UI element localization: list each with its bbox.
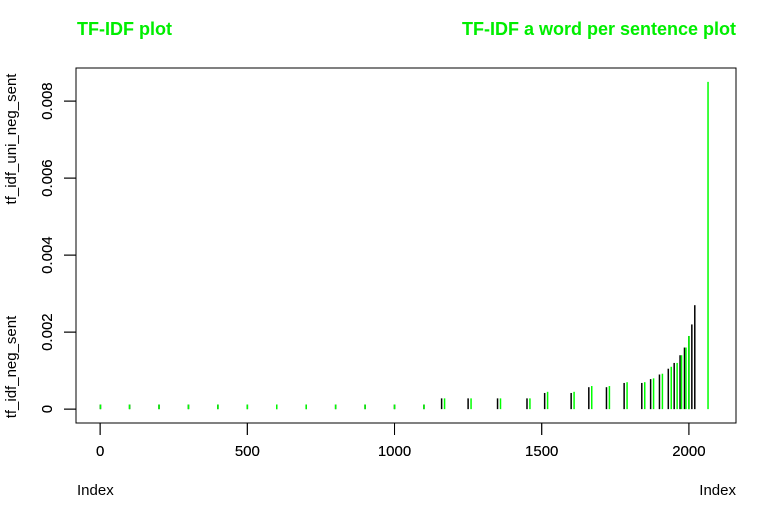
x-tick-label: 1500	[525, 443, 558, 460]
y-axis-label: tf_idf_uni_neg_sent	[3, 73, 20, 205]
x-tick-label: 0	[96, 443, 104, 460]
y-tick-label: 0.002	[39, 313, 56, 351]
x-tick-label: 1000	[378, 443, 411, 460]
x-axis-label: Index	[699, 482, 736, 499]
y-tick-label: 0.008	[39, 82, 56, 120]
chart-title: TF-IDF a word per sentence plot	[462, 19, 736, 39]
y-tick-label: 0.008	[39, 82, 56, 120]
y-tick-label: 0.002	[39, 313, 56, 351]
x-tick-label: 500	[235, 443, 260, 460]
y-tick-label: 0.006	[39, 159, 56, 197]
x-axis-label: Index	[77, 482, 114, 499]
x-tick-label: 2000	[672, 443, 705, 460]
y-tick-label: 0	[39, 405, 56, 413]
x-tick-label: 1500	[525, 443, 558, 460]
x-tick-label: 2000	[672, 443, 705, 460]
chart-title: TF-IDF plot	[77, 19, 172, 39]
y-tick-label: 0	[39, 405, 56, 413]
x-tick-label: 0	[96, 443, 104, 460]
x-tick-label: 500	[235, 443, 260, 460]
y-axis-label: tf_idf_neg_sent	[3, 315, 20, 418]
x-tick-label: 1000	[378, 443, 411, 460]
y-tick-label: 0.004	[39, 236, 56, 274]
y-tick-label: 0.006	[39, 159, 56, 197]
y-tick-label: 0.004	[39, 236, 56, 274]
